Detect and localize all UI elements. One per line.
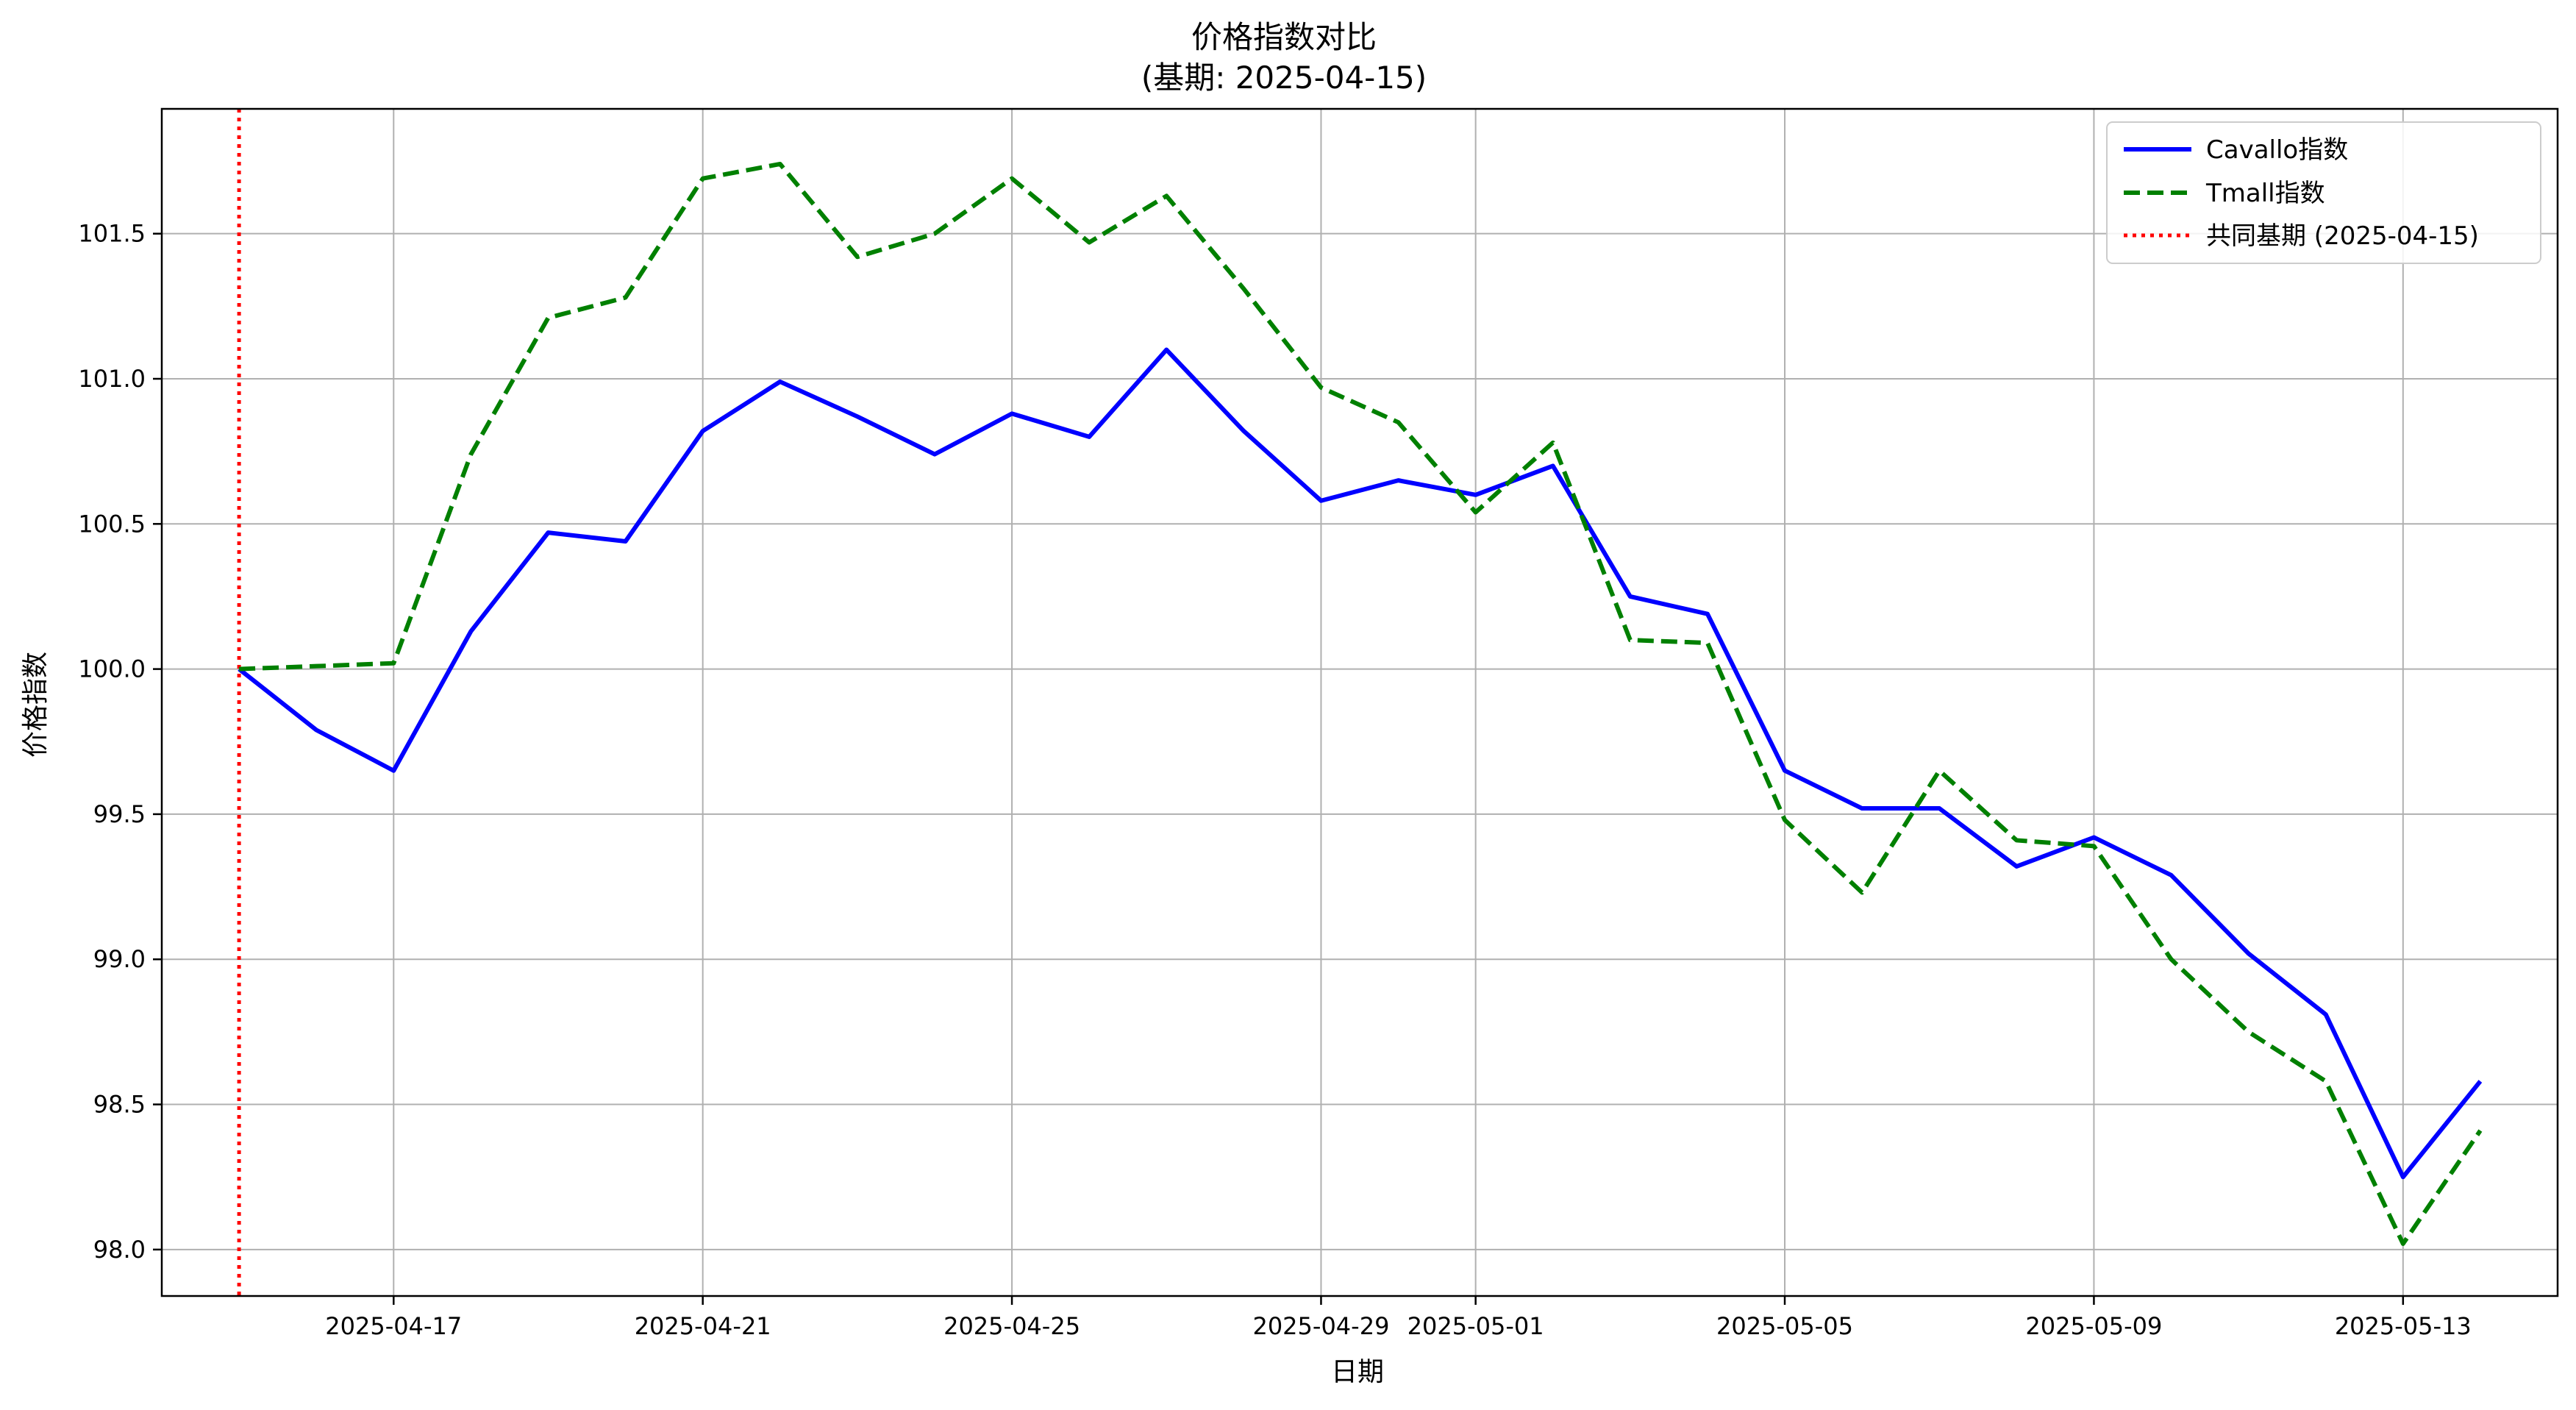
chart-title: 价格指数对比 [1191,19,1377,55]
y-tick-label: 101.5 [78,220,146,248]
cavallo-index-line [238,347,2483,1180]
x-tick-label: 2025-05-13 [2335,1312,2472,1340]
x-tick-label: 2025-05-09 [2025,1312,2162,1340]
series-layer [238,161,2483,1246]
x-axis-label: 日期 [1331,1357,1384,1387]
x-tick-label: 2025-04-17 [325,1312,462,1340]
y-axis-label: 价格指数 [21,652,51,758]
tmall-index-line [238,161,2483,1246]
legend: Cavallo指数 Tmall指数 共同基期 (2025-04-15) [2106,121,2541,264]
y-tick-label: 100.0 [78,655,146,683]
x-tick-label: 2025-04-29 [1252,1312,1389,1340]
legend-box [2106,121,2541,264]
x-tick-label: 2025-05-05 [1716,1312,1853,1340]
x-tick-label: 2025-05-01 [1407,1312,1544,1340]
y-tick-label: 101.0 [78,365,146,393]
legend-label-tmall: Tmall指数 [2205,179,2325,208]
x-tick-label: 2025-04-21 [635,1312,771,1340]
x-tick-label: 2025-04-25 [943,1312,1080,1340]
y-tick-label: 100.5 [78,510,146,538]
y-tick-label: 98.5 [93,1091,146,1119]
legend-label-baseline: 共同基期 (2025-04-15) [2206,221,2479,251]
plot-frame [160,107,2559,1297]
tick-layer: 2025-04-17 2025-04-21 2025-04-25 2025-04-29… [78,220,2471,1340]
grid-layer [162,109,2558,1296]
y-tick-label: 99.5 [93,800,146,828]
y-tick-label: 99.0 [93,945,146,973]
legend-label-cavallo: Cavallo指数 [2206,135,2348,165]
chart-subtitle: (基期: 2025-04-15) [1141,60,1427,96]
y-tick-label: 98.0 [93,1236,146,1264]
